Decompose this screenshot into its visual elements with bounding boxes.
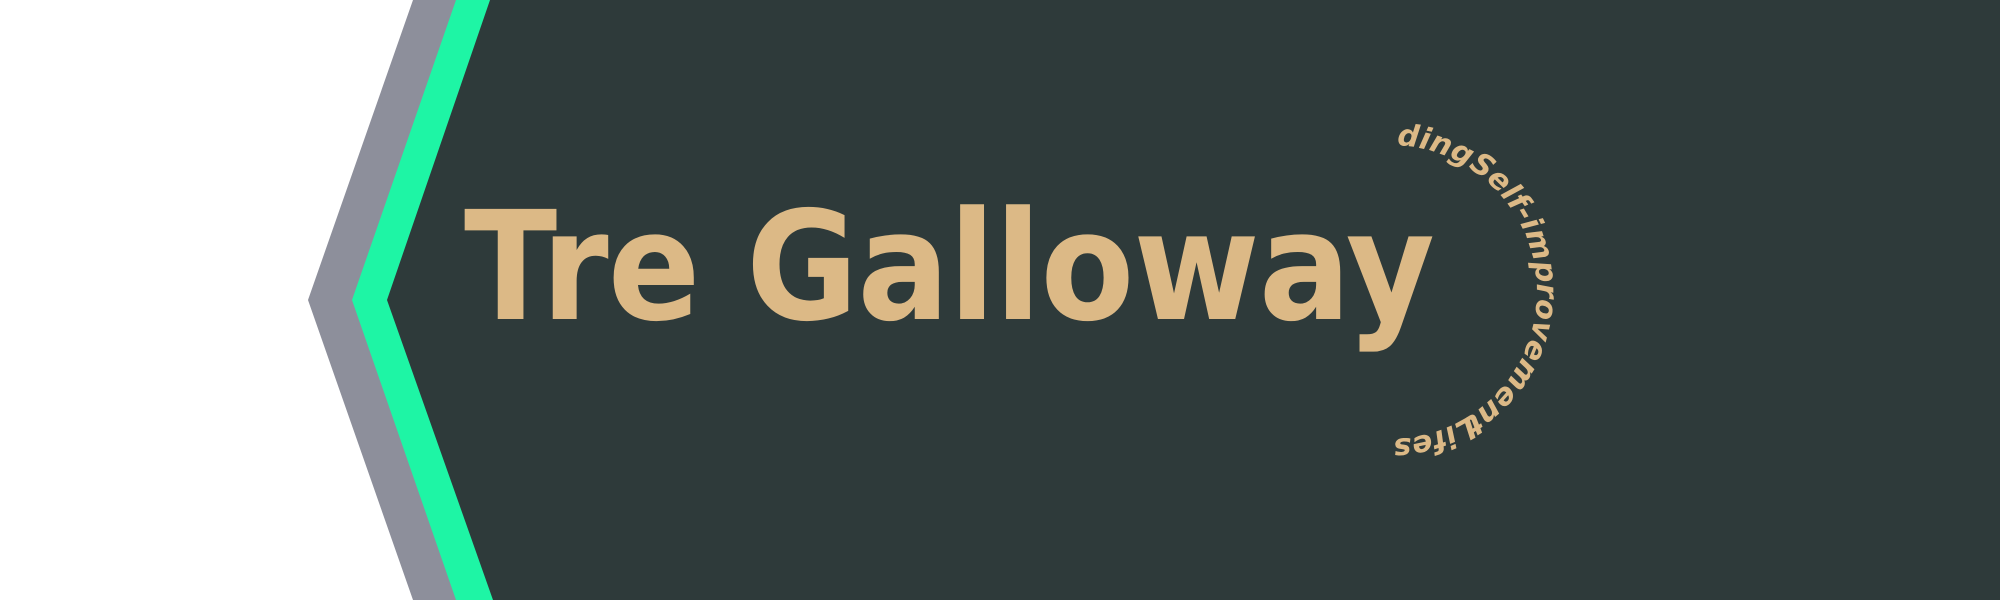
page-title: Tre Galloway xyxy=(464,179,1434,355)
